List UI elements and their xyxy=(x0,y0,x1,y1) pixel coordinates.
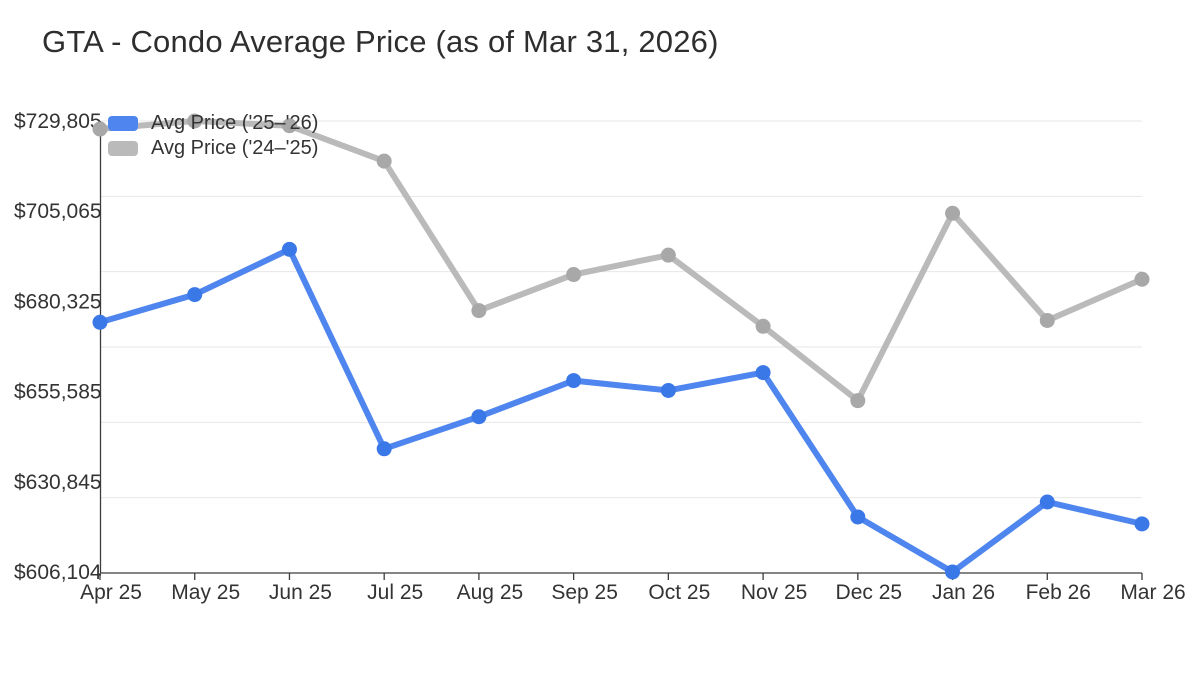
data-point-s0-feb-26[interactable] xyxy=(1039,494,1055,510)
legend-swatch-24-25 xyxy=(108,141,138,156)
chart-title: GTA - Condo Average Price (as of Mar 31,… xyxy=(42,24,719,59)
y-tick-label: $680,325 xyxy=(14,290,102,313)
y-tick-label: $606,104 xyxy=(14,561,102,584)
x-tick-label: Apr 25 xyxy=(80,581,142,604)
data-point-s1-sep-25[interactable] xyxy=(566,267,582,283)
data-point-s0-may-25[interactable] xyxy=(187,287,203,303)
x-tick-label: Jun 25 xyxy=(269,581,332,604)
y-tick-label: $729,805 xyxy=(14,110,102,133)
data-point-s1-aug-25[interactable] xyxy=(471,303,487,319)
x-tick-label: Mar 26 xyxy=(1120,581,1185,604)
data-point-s1-apr-25[interactable] xyxy=(92,121,108,137)
series-line-1 xyxy=(97,118,1145,404)
data-point-s1-may-25[interactable] xyxy=(187,113,203,129)
x-tick-label: Aug 25 xyxy=(457,581,524,604)
x-tick-label: Oct 25 xyxy=(648,581,710,604)
legend-item-25-26[interactable]: Avg Price ('25–'26) xyxy=(108,112,318,135)
data-point-s1-jul-25[interactable] xyxy=(376,153,392,169)
x-tick-label: Jan 26 xyxy=(932,581,995,604)
data-point-s0-jan-26[interactable] xyxy=(945,564,961,580)
y-tick-label: $630,845 xyxy=(14,471,102,494)
y-tick-label: $705,065 xyxy=(14,200,102,223)
data-point-s1-oct-25[interactable] xyxy=(660,247,676,263)
data-point-s1-mar-26[interactable] xyxy=(1134,271,1150,287)
data-point-s0-mar-26[interactable] xyxy=(1134,516,1150,532)
data-point-s0-jun-25[interactable] xyxy=(281,241,297,257)
data-point-s1-nov-25[interactable] xyxy=(755,318,771,334)
data-point-s0-sep-25[interactable] xyxy=(566,373,582,389)
data-point-s0-aug-25[interactable] xyxy=(471,409,487,425)
legend: Avg Price ('25–'26) Avg Price ('24–'25) xyxy=(108,112,318,160)
x-tick-label: Dec 25 xyxy=(836,581,903,604)
data-point-s0-jul-25[interactable] xyxy=(376,441,392,457)
data-point-s0-oct-25[interactable] xyxy=(660,382,676,398)
data-point-s0-apr-25[interactable] xyxy=(92,314,108,330)
x-tick-label: Jul 25 xyxy=(367,581,423,604)
legend-label-24-25: Avg Price ('24–'25) xyxy=(151,137,319,159)
data-point-s1-dec-25[interactable] xyxy=(850,393,866,409)
x-tick-label: Nov 25 xyxy=(741,581,808,604)
legend-label-25-26: Avg Price ('25–'26) xyxy=(151,112,319,134)
data-point-s0-dec-25[interactable] xyxy=(850,509,866,525)
data-point-s1-jun-25[interactable] xyxy=(281,118,297,134)
legend-swatch-25-26 xyxy=(108,116,138,131)
y-tick-label: $655,585 xyxy=(14,381,102,404)
x-tick-label: May 25 xyxy=(171,581,240,604)
x-tick-label: Feb 26 xyxy=(1026,581,1091,604)
data-point-s0-nov-25[interactable] xyxy=(755,365,771,381)
data-point-s1-jan-26[interactable] xyxy=(945,205,961,221)
series-line-0 xyxy=(97,246,1145,575)
legend-item-24-25[interactable]: Avg Price ('24–'25) xyxy=(108,137,318,160)
x-tick-label: Sep 25 xyxy=(551,581,618,604)
data-point-s1-feb-26[interactable] xyxy=(1039,312,1055,328)
